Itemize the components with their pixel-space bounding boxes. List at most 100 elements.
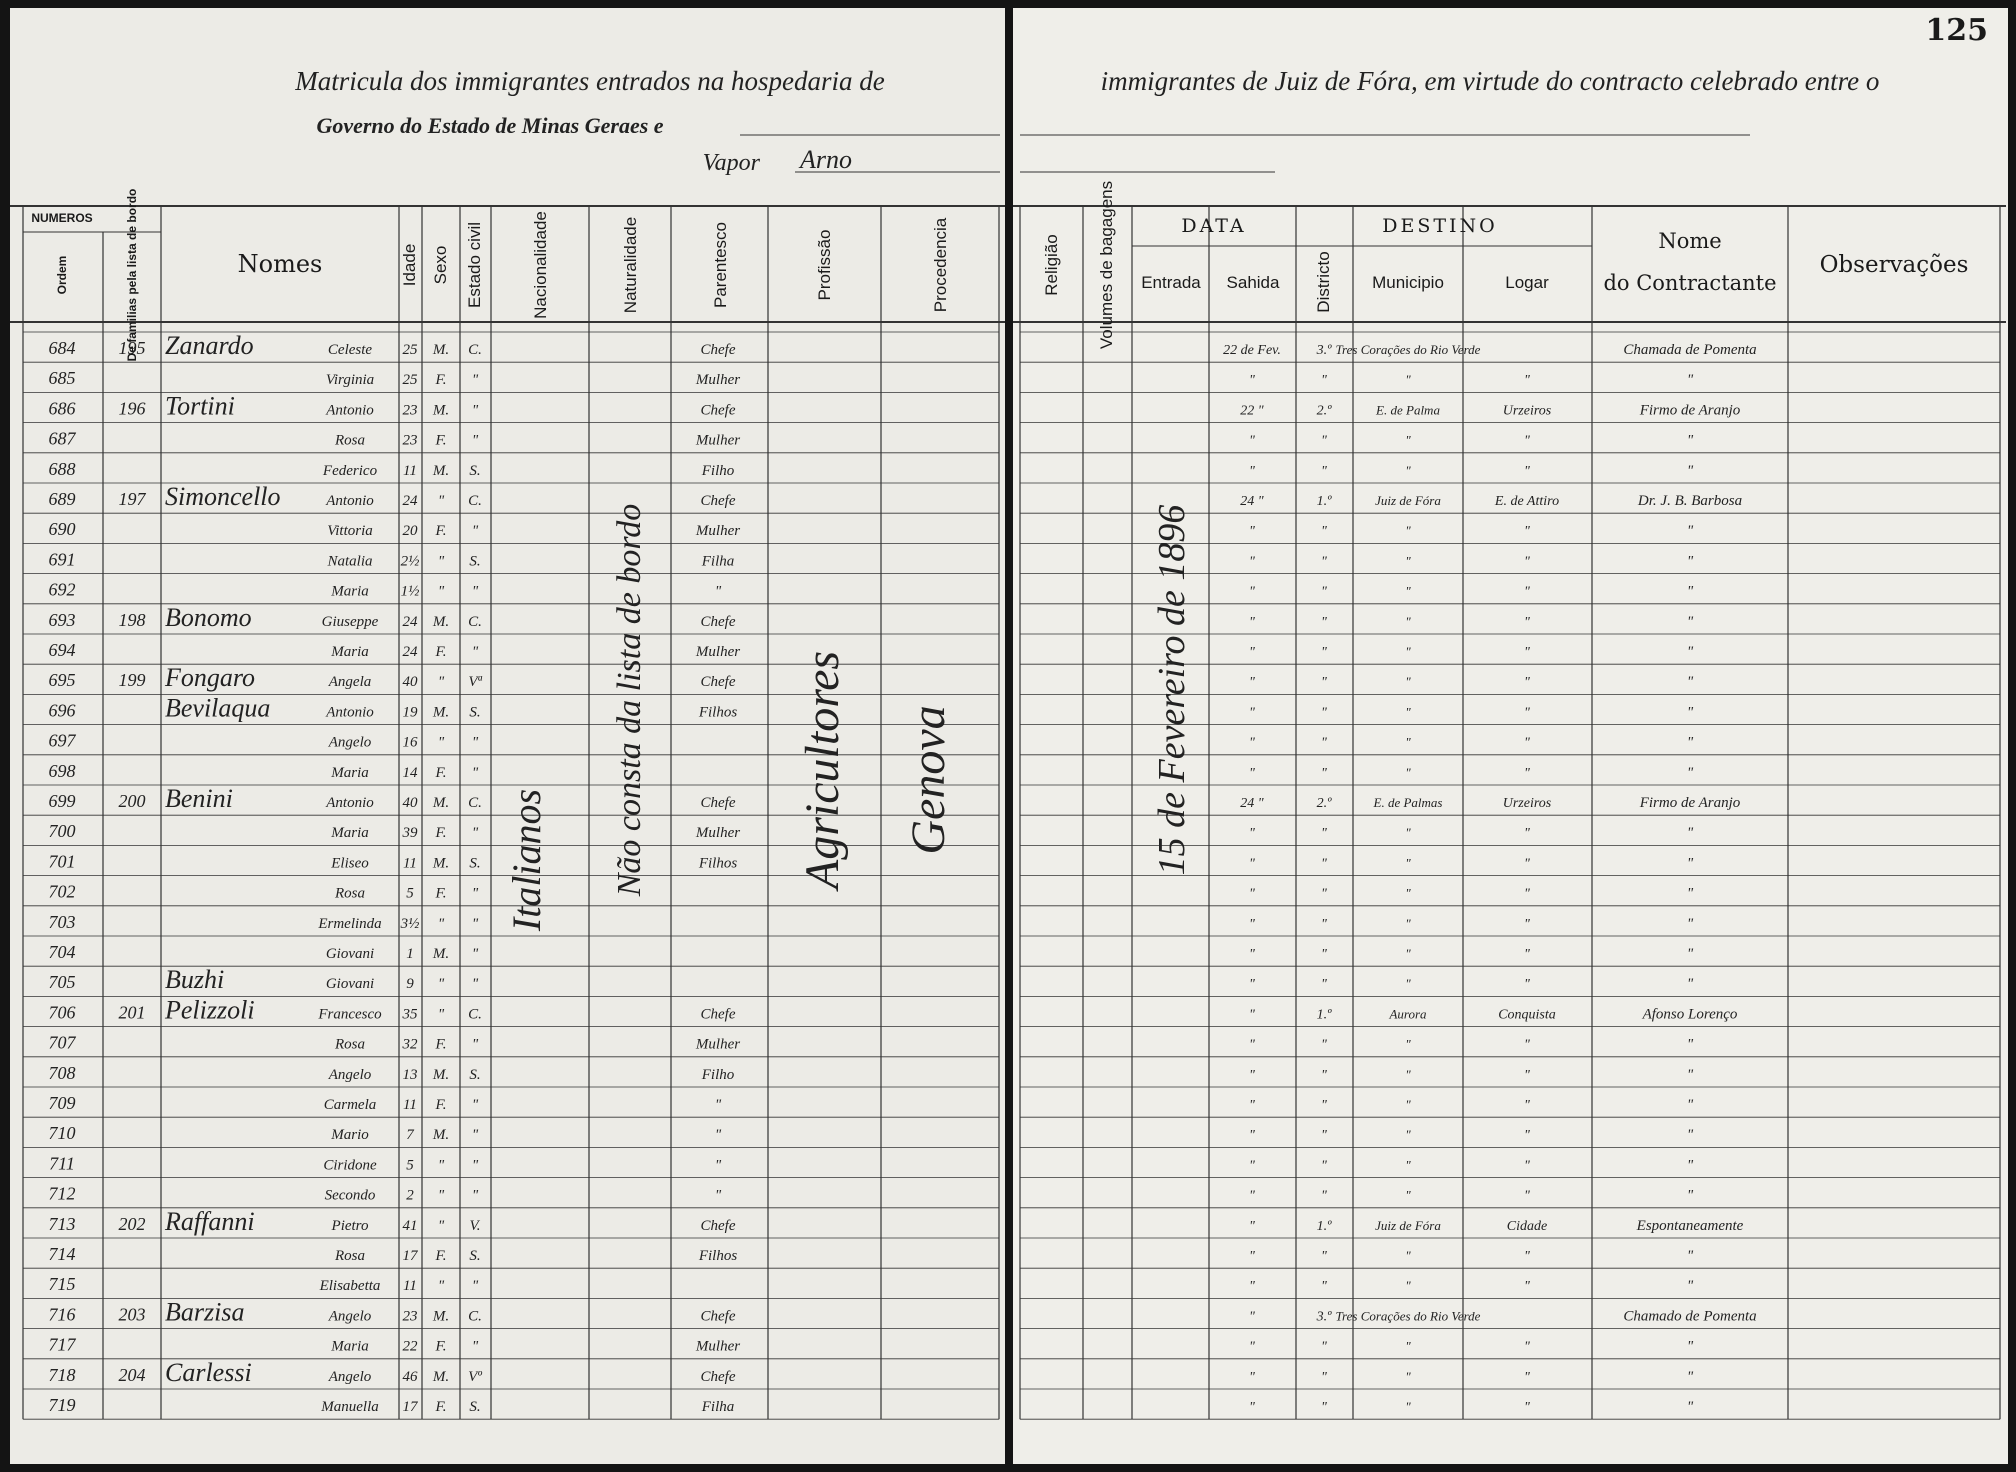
cell-parentesco: Mulher xyxy=(695,523,740,539)
cell-ordem: 692 xyxy=(49,580,76,600)
cell-districto: " xyxy=(1321,826,1327,841)
cell-sexo: F. xyxy=(435,372,447,388)
cell-contractante: " xyxy=(1687,765,1694,781)
cell-estado: S. xyxy=(469,855,480,871)
cell-nome: Giuseppe xyxy=(322,614,379,630)
cell-familia: 196 xyxy=(119,398,146,418)
cell-districto: " xyxy=(1321,373,1327,388)
cell-estado: Vª xyxy=(468,674,482,690)
cell-parentesco: Chefe xyxy=(701,402,736,418)
cell-municipio: " xyxy=(1405,523,1411,538)
cell-sexo: F. xyxy=(435,644,447,660)
cell-logar: " xyxy=(1524,1128,1530,1143)
cell-logar: " xyxy=(1524,615,1530,630)
cell-municipio: Juiz de Fóra xyxy=(1375,493,1441,508)
cell-contractante: Afonso Lorenço xyxy=(1642,1006,1738,1022)
header-ordem: Ordem xyxy=(55,256,69,295)
cell-ordem: 686 xyxy=(49,398,76,418)
cell-districto: " xyxy=(1321,887,1327,902)
cell-sexo: F. xyxy=(435,765,447,781)
cell-contractante: Dr. J. B. Barbosa xyxy=(1637,493,1742,509)
cell-estado: " xyxy=(472,1278,479,1294)
cell-idade: 5 xyxy=(406,1157,414,1173)
cell-parentesco: " xyxy=(715,1127,722,1143)
cell-estado: C. xyxy=(468,342,482,358)
cell-nome: Eliseo xyxy=(330,855,369,871)
cell-districto: 3.º xyxy=(1316,343,1333,358)
cell-logar: " xyxy=(1524,1370,1530,1385)
cell-logar: " xyxy=(1524,826,1530,841)
cell-parentesco: Mulher xyxy=(695,825,740,841)
cell-sobrenome: Zanardo xyxy=(165,331,254,360)
header-contractante: do Contractante xyxy=(1603,271,1776,295)
cell-idade: 5 xyxy=(406,886,414,902)
cell-estado: " xyxy=(472,825,479,841)
cell-parentesco: Chefe xyxy=(701,493,736,509)
cell-sexo: " xyxy=(438,916,445,932)
cell-parentesco: Chefe xyxy=(701,795,736,811)
cell-municipio: Tres Corações do Rio Verde xyxy=(1336,1308,1481,1323)
cell-municipio: " xyxy=(1405,704,1411,719)
cell-contractante: " xyxy=(1687,1339,1694,1355)
cell-estado: S. xyxy=(469,1067,480,1083)
cell-familia: 204 xyxy=(119,1365,146,1385)
cell-districto: " xyxy=(1321,675,1327,690)
cell-municipio: " xyxy=(1405,584,1411,599)
cell-sexo: F. xyxy=(435,1399,447,1415)
cell-sexo: M. xyxy=(432,1067,449,1083)
cell-estado: S. xyxy=(469,463,480,479)
cell-parentesco: Mulher xyxy=(695,1037,740,1053)
cell-sexo: F. xyxy=(435,1097,447,1113)
cell-logar: Conquista xyxy=(1498,1007,1556,1022)
cell-estado: " xyxy=(472,735,479,751)
cell-municipio: " xyxy=(1405,463,1411,478)
vapor-name: Arno xyxy=(798,145,852,174)
cell-contractante: " xyxy=(1687,1127,1694,1143)
cell-nome: Pietro xyxy=(331,1218,369,1234)
cell-contractante: " xyxy=(1687,674,1694,690)
cell-municipio: Juiz de Fóra xyxy=(1375,1218,1441,1233)
cell-sexo: F. xyxy=(435,433,447,449)
cell-parentesco: " xyxy=(715,1157,722,1173)
cell-districto: " xyxy=(1321,1279,1327,1294)
cell-logar: Urzeiros xyxy=(1503,796,1552,811)
cell-estado: " xyxy=(472,886,479,902)
cell-estado: " xyxy=(472,523,479,539)
header-parentesco: Parentesco xyxy=(711,222,730,308)
cell-nome: Secondo xyxy=(325,1188,376,1204)
cell-nome: Angelo xyxy=(328,735,372,751)
cell-ordem: 684 xyxy=(49,338,76,358)
cell-sexo: " xyxy=(438,1006,445,1022)
cell-logar: " xyxy=(1524,645,1530,660)
cell-sahida: " xyxy=(1249,766,1255,781)
cell-estado: C. xyxy=(468,1308,482,1324)
cell-sahida: " xyxy=(1249,554,1255,569)
cell-ordem: 718 xyxy=(49,1365,76,1385)
header-municipio: Municipio xyxy=(1372,273,1444,292)
cell-districto: " xyxy=(1321,1068,1327,1083)
header-numeros: NUMEROS xyxy=(31,211,92,225)
cell-ordem: 687 xyxy=(49,429,77,449)
cell-parentesco: Chefe xyxy=(701,1218,736,1234)
cell-estado: " xyxy=(472,402,479,418)
cell-parentesco: Chefe xyxy=(701,342,736,358)
header-contractante: Nome xyxy=(1658,229,1721,253)
cell-municipio: " xyxy=(1405,1369,1411,1384)
cell-sahida: " xyxy=(1249,1340,1255,1355)
header-destino: DESTINO xyxy=(1382,215,1498,237)
cell-logar: " xyxy=(1524,464,1530,479)
cell-ordem: 688 xyxy=(49,459,76,479)
cell-sahida: " xyxy=(1249,675,1255,690)
cell-sahida: " xyxy=(1249,1400,1255,1415)
cell-contractante: Firmo de Aranjo xyxy=(1639,795,1741,811)
cell-ordem: 710 xyxy=(49,1123,76,1143)
cell-contractante: " xyxy=(1687,855,1694,871)
cell-nome: Maria xyxy=(330,765,369,781)
cell-idade: 23 xyxy=(403,1308,418,1324)
header-districto: Districto xyxy=(1314,251,1333,312)
cell-estado: " xyxy=(472,765,479,781)
cell-sexo: M. xyxy=(432,946,449,962)
cell-municipio: " xyxy=(1405,674,1411,689)
cell-estado: V. xyxy=(470,1218,481,1234)
cell-nome: Virginia xyxy=(326,372,374,388)
